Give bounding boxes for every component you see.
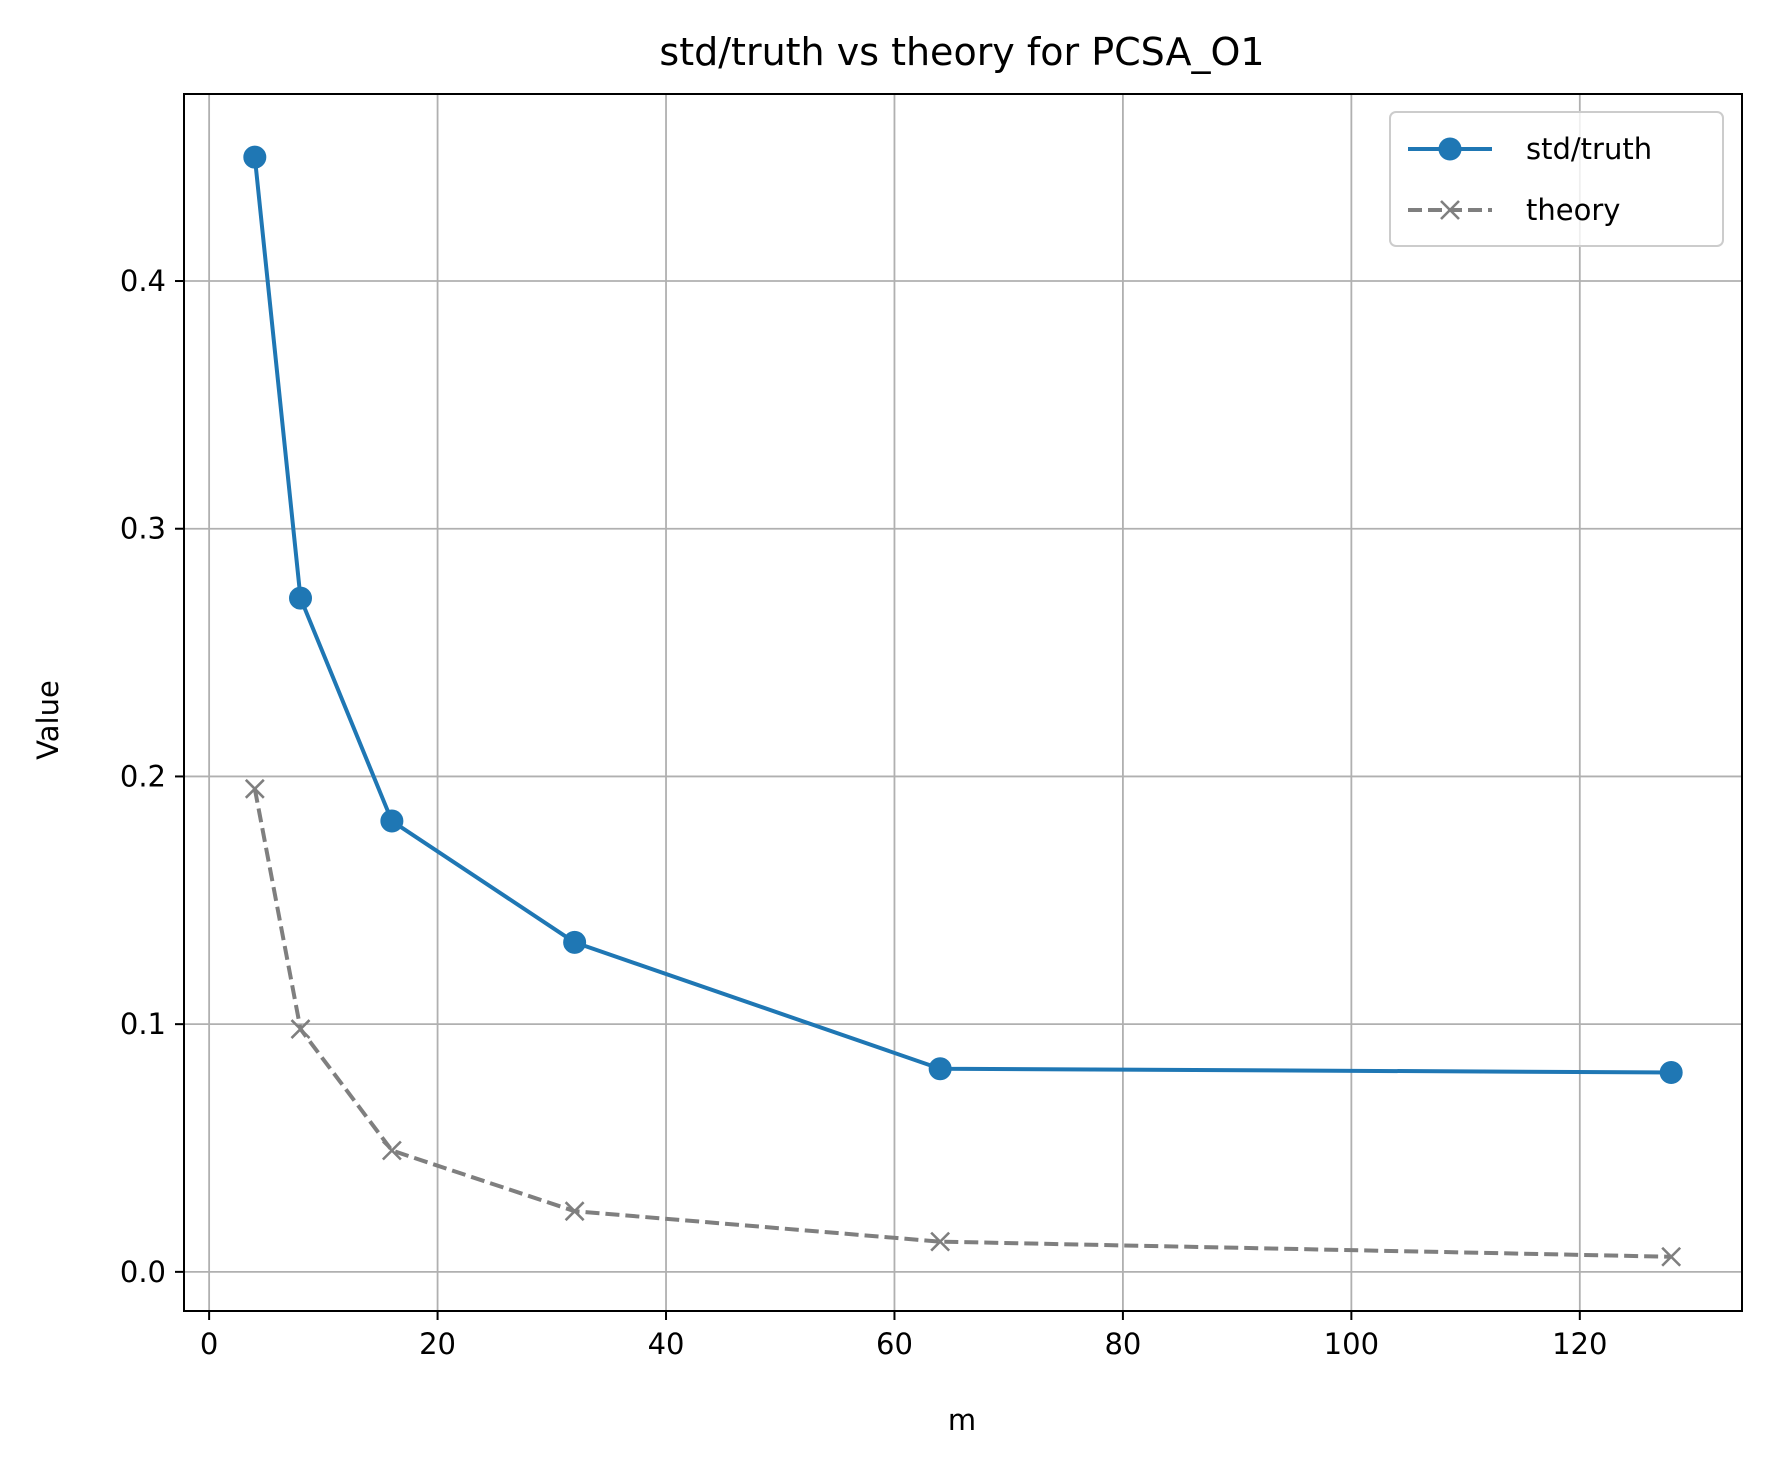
data-point (930, 1231, 951, 1252)
x-tick-label: 0 (200, 1327, 218, 1361)
x-axis-label: m (948, 1403, 976, 1437)
ticks: 0 20 40 60 80 100 120 0.0 0.1 0.2 0.3 0.4 (120, 264, 1608, 1361)
legend-marker (1438, 137, 1462, 161)
data-point (244, 778, 265, 799)
x-tick-label: 60 (876, 1327, 913, 1361)
series-std-truth (243, 145, 1683, 1084)
x-tick-label: 100 (1324, 1327, 1379, 1361)
data-point (380, 809, 404, 833)
x-tick-label: 40 (648, 1327, 685, 1361)
legend-marker (1440, 200, 1460, 220)
y-axis-label: Value (31, 680, 65, 760)
data-point (564, 1201, 585, 1222)
data-point (1661, 1246, 1682, 1267)
x-tick-label: 20 (419, 1327, 456, 1361)
data-point (1659, 1060, 1683, 1084)
y-tick-label: 0.0 (120, 1255, 166, 1289)
x-tick-label: 120 (1552, 1327, 1607, 1361)
legend-box (1389, 111, 1724, 247)
data-point (928, 1057, 952, 1081)
legend: std/truth theory (1389, 111, 1724, 247)
y-tick-label: 0.1 (120, 1007, 166, 1041)
legend-entry: std/truth (1408, 132, 1652, 166)
data-point (563, 930, 587, 954)
series-line (252, 156, 1672, 1075)
x-tick-label: 80 (1104, 1327, 1141, 1361)
chart-title: std/truth vs theory for PCSA_O1 (659, 30, 1264, 74)
series-line (252, 788, 1672, 1259)
data-point (243, 145, 267, 169)
data-point (290, 1019, 311, 1040)
legend-label: std/truth (1526, 132, 1652, 166)
series-layer (243, 145, 1683, 1267)
grid (184, 94, 1742, 1311)
data-point (381, 1140, 402, 1161)
y-tick-label: 0.4 (120, 264, 166, 298)
y-tick-label: 0.2 (120, 759, 166, 793)
y-tick-label: 0.3 (120, 512, 166, 546)
data-point (289, 586, 313, 610)
legend-entry: theory (1408, 193, 1620, 227)
series-theory (244, 778, 1682, 1267)
legend-label: theory (1526, 193, 1620, 227)
plot-area-frame (183, 93, 1743, 1312)
